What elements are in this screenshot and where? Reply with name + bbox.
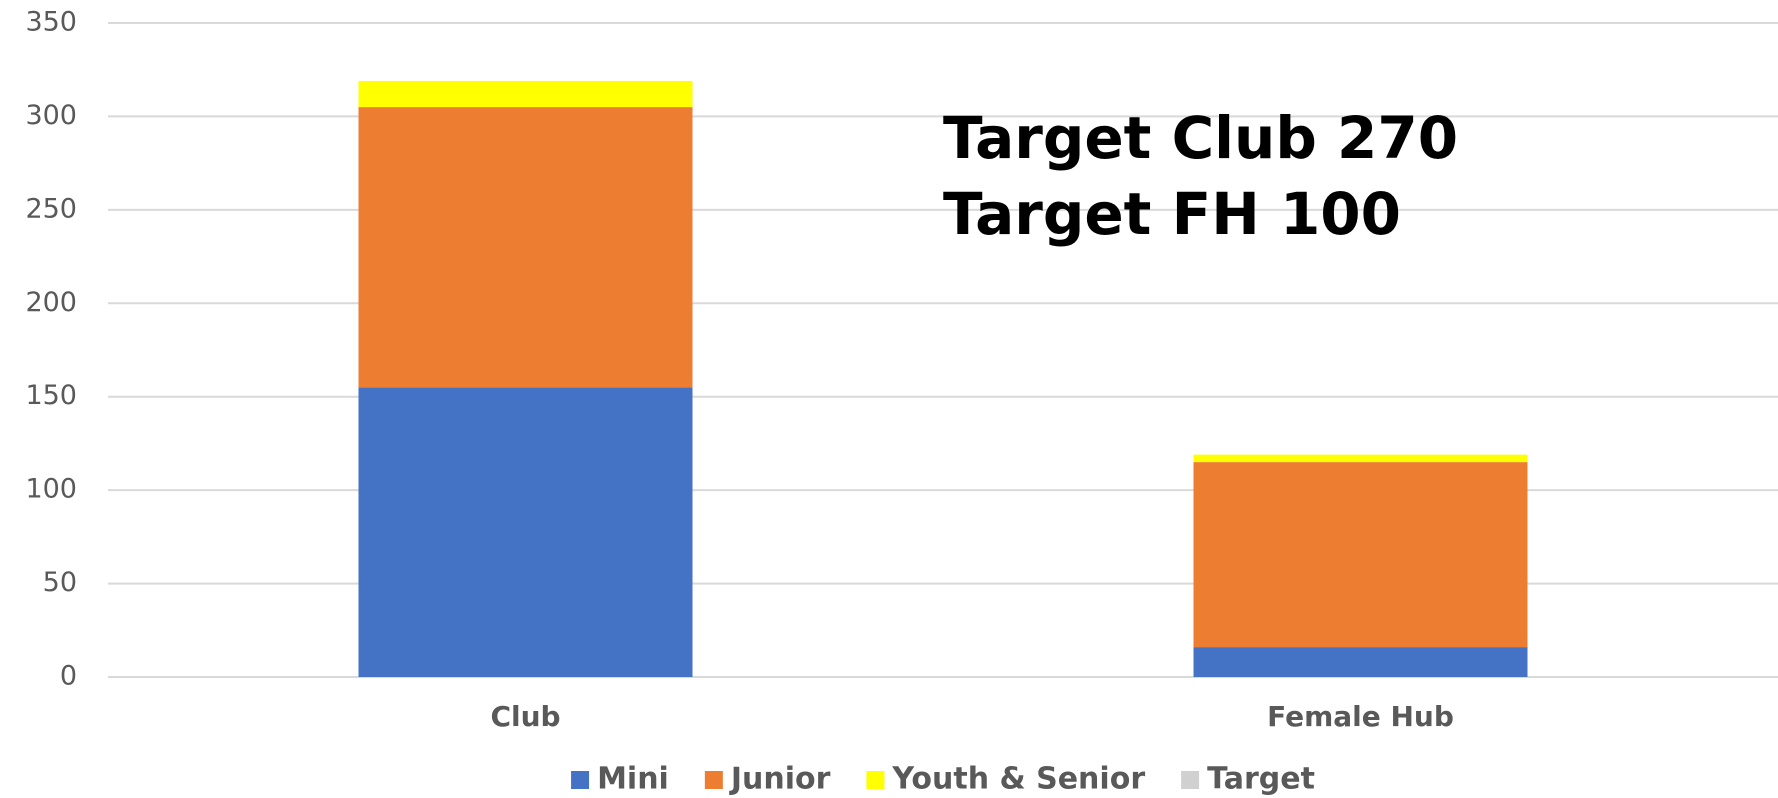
bar-segment bbox=[358, 80, 693, 108]
y-tick-label: 250 bbox=[25, 193, 77, 224]
legend-label: Junior bbox=[729, 762, 831, 797]
x-tick-label: Club bbox=[490, 700, 560, 733]
bar-segment bbox=[358, 107, 693, 388]
y-tick-label: 150 bbox=[25, 380, 77, 411]
bar-segment bbox=[1193, 462, 1528, 648]
legend-swatch bbox=[571, 771, 590, 789]
y-tick-label: 50 bbox=[43, 567, 77, 598]
y-tick-label: 0 bbox=[60, 661, 77, 692]
legend-label: Mini bbox=[597, 762, 669, 797]
y-tick-label: 350 bbox=[25, 7, 77, 38]
legend-swatch bbox=[704, 771, 723, 789]
legend-swatch bbox=[1181, 771, 1200, 789]
x-tick-label: Female Hub bbox=[1267, 700, 1454, 733]
bar-segment bbox=[1193, 454, 1528, 463]
y-tick-label: 300 bbox=[25, 100, 77, 131]
y-tick-label: 100 bbox=[25, 474, 77, 505]
legend-label: Target bbox=[1207, 762, 1315, 797]
annotation: Target Club 270 bbox=[943, 104, 1458, 172]
bar-segment bbox=[1193, 647, 1528, 677]
legend-swatch bbox=[866, 771, 885, 789]
legend-label: Youth & Senior bbox=[891, 762, 1145, 797]
bar-segment bbox=[358, 387, 693, 677]
y-tick-label: 200 bbox=[25, 287, 77, 318]
annotation: Target FH 100 bbox=[943, 180, 1401, 248]
